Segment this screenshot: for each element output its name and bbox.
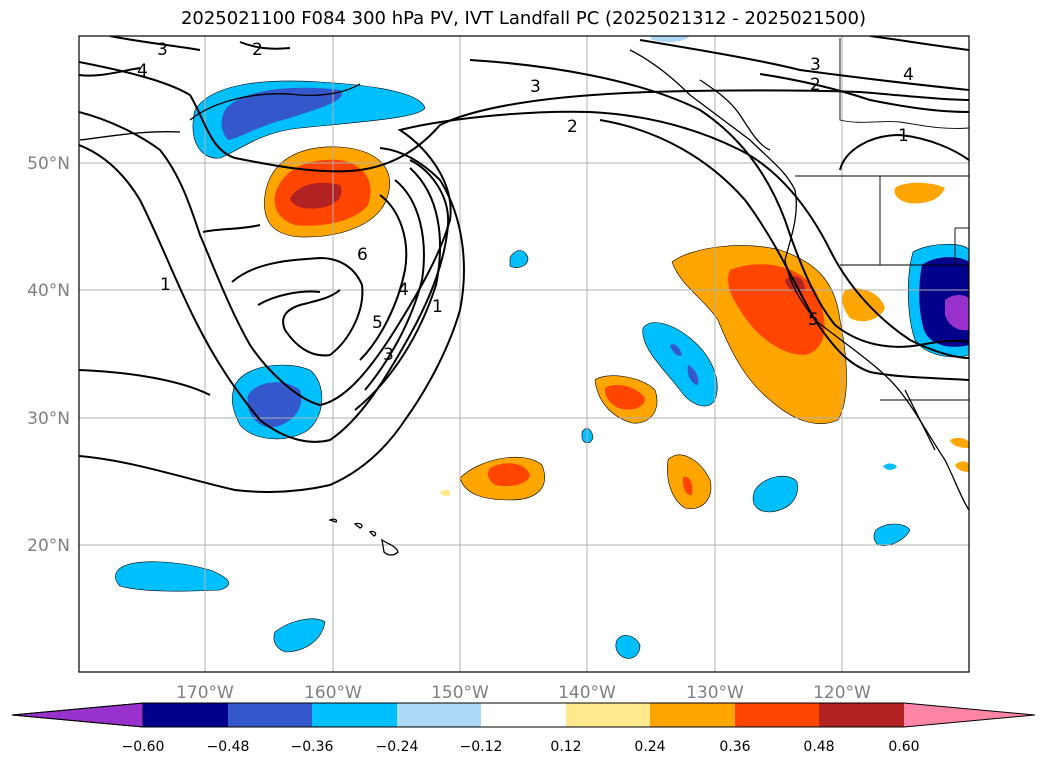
colorbar-tick-label: 0.24 bbox=[634, 739, 665, 755]
latitude-labels: 50°N 40°N 30°N 20°N bbox=[27, 154, 70, 556]
colorbar: −0.60 −0.48 −0.36 −0.24 −0.12 0.12 0.24 … bbox=[11, 702, 1036, 755]
contour-label: 6 bbox=[357, 245, 368, 265]
contour-label: 3 bbox=[530, 77, 541, 97]
contour-label: 1 bbox=[160, 275, 171, 295]
contour-label: 3 bbox=[383, 345, 394, 365]
lat-label-20n: 20°N bbox=[27, 536, 70, 556]
contour-label: 4 bbox=[137, 61, 148, 81]
colorbar-extend-max bbox=[904, 703, 1035, 727]
contour-label: 4 bbox=[903, 65, 914, 85]
contour-label: 5 bbox=[372, 313, 383, 333]
colorbar-tick-label: −0.48 bbox=[207, 739, 250, 755]
colorbar-tick-label: 0.60 bbox=[888, 739, 919, 755]
colorbar-outline bbox=[11, 702, 1036, 728]
colorbar-tick-label: −0.12 bbox=[460, 739, 503, 755]
colorbar-bin bbox=[312, 703, 397, 727]
longitude-labels: 170°W 160°W 150°W 140°W 130°W 120°W bbox=[176, 683, 871, 703]
colorbar-bin bbox=[566, 703, 650, 727]
contour-labels: 3 2 4 3 2 3 2 4 1 1 6 5 4 3 1 5 bbox=[137, 40, 914, 365]
contour-label: 2 bbox=[567, 117, 578, 137]
contour-label: 2 bbox=[252, 40, 263, 60]
lat-label-40n: 40°N bbox=[27, 281, 70, 301]
colorbar-bin bbox=[481, 703, 566, 727]
colorbar-tick-label: −0.24 bbox=[376, 739, 419, 755]
contour-label: 1 bbox=[432, 297, 443, 317]
lat-label-30n: 30°N bbox=[27, 409, 70, 429]
colorbar-tick-label: −0.60 bbox=[122, 739, 165, 755]
colorbar-bin bbox=[397, 703, 481, 727]
contour-label: 3 bbox=[157, 40, 168, 60]
lon-label-120w: 120°W bbox=[813, 683, 871, 703]
lon-label-160w: 160°W bbox=[304, 683, 362, 703]
contour-label: 1 bbox=[898, 126, 909, 146]
lon-label-170w: 170°W bbox=[176, 683, 234, 703]
contour-label: 5 bbox=[808, 310, 819, 330]
graticule bbox=[79, 36, 969, 672]
coastlines bbox=[79, 49, 969, 556]
contour-label: 3 bbox=[810, 55, 821, 75]
colorbar-tick-label: 0.12 bbox=[550, 739, 581, 755]
colorbar-tick-label: 0.36 bbox=[719, 739, 750, 755]
contour-label: 2 bbox=[810, 75, 821, 95]
contour-label: 4 bbox=[398, 280, 409, 300]
colorbar-bin bbox=[228, 703, 312, 727]
colorbar-bin bbox=[735, 703, 819, 727]
political-boundaries bbox=[795, 38, 969, 401]
colorbar-bin bbox=[650, 703, 735, 727]
lon-label-150w: 150°W bbox=[431, 683, 489, 703]
colorbar-bin bbox=[819, 703, 904, 727]
pv-contours bbox=[79, 36, 969, 494]
colorbar-extend-min bbox=[11, 702, 144, 728]
colorbar-tick-label: 0.48 bbox=[803, 739, 834, 755]
colorbar-tick-label: −0.36 bbox=[291, 739, 334, 755]
lat-label-50n: 50°N bbox=[27, 154, 70, 174]
map-title: 2025021100 F084 300 hPa PV, IVT Landfall… bbox=[180, 8, 867, 29]
lon-label-130w: 130°W bbox=[686, 683, 744, 703]
map-frame bbox=[78, 35, 970, 673]
colorbar-bin bbox=[143, 703, 228, 727]
lon-label-140w: 140°W bbox=[558, 683, 616, 703]
